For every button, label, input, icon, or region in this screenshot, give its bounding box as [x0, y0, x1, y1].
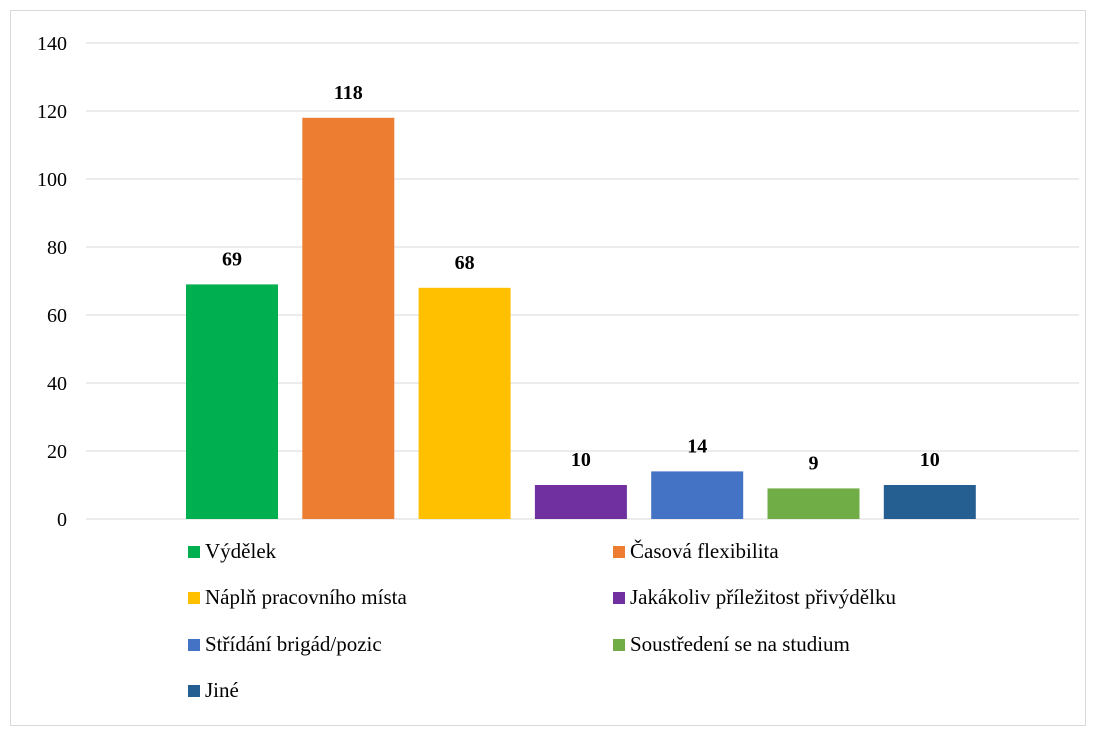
- legend-item: Střídání brigád/pozic: [188, 632, 382, 657]
- legend-item: Výdělek: [188, 539, 276, 564]
- y-tick-label: 0: [57, 509, 67, 531]
- y-tick-label: 140: [37, 33, 67, 55]
- legend-label: Soustředení se na studium: [630, 632, 850, 656]
- legend-swatch: [188, 638, 200, 651]
- data-label: 68: [455, 252, 475, 274]
- bar: [418, 287, 511, 519]
- legend-item: Jakákoliv příležitost přivýdělku: [613, 585, 896, 610]
- legend-label: Jiné: [205, 678, 239, 702]
- legend-label: Časová flexibilita: [630, 539, 779, 563]
- y-tick-label: 20: [47, 441, 67, 463]
- legend-item: Soustředení se na studium: [613, 632, 850, 657]
- data-label: 10: [571, 449, 591, 471]
- data-label: 9: [809, 452, 819, 474]
- legend-item: Časová flexibilita: [613, 539, 779, 564]
- legend-swatch: [613, 545, 625, 558]
- bar-chart: 0 20 40 60 80 100 120 140 69 118 68 10 14 9 10: [37, 33, 1079, 531]
- bar: [302, 117, 395, 520]
- y-tick-label: 100: [37, 169, 67, 191]
- legend-label: Náplň pracovního místa: [205, 585, 407, 609]
- y-tick-label: 60: [47, 305, 67, 327]
- legend-label: Jakákoliv příležitost přivýdělku: [630, 585, 896, 609]
- y-tick-label: 80: [47, 237, 67, 259]
- legend-swatch: [188, 545, 200, 558]
- bar: [186, 284, 278, 519]
- bar: [534, 485, 627, 519]
- chart-frame: 0 20 40 60 80 100 120 140 69 118 68 10 14 9 10 Výdělek…: [10, 10, 1086, 726]
- data-label: 69: [222, 248, 242, 270]
- bar: [767, 488, 860, 519]
- data-label: 10: [920, 449, 940, 471]
- data-label: 14: [687, 435, 707, 457]
- legend-swatch: [188, 684, 200, 697]
- data-label: 118: [334, 82, 363, 104]
- legend-item: Jiné: [188, 678, 239, 703]
- bar: [651, 471, 744, 519]
- legend-swatch: [613, 591, 625, 604]
- y-tick-label: 40: [47, 373, 67, 395]
- legend-label: Střídání brigád/pozic: [205, 632, 382, 656]
- legend-swatch: [613, 638, 625, 651]
- legend-item: Náplň pracovního místa: [188, 585, 407, 610]
- bar: [883, 485, 976, 519]
- legend-swatch: [188, 591, 200, 604]
- y-tick-label: 120: [37, 101, 67, 123]
- legend-label: Výdělek: [205, 539, 277, 563]
